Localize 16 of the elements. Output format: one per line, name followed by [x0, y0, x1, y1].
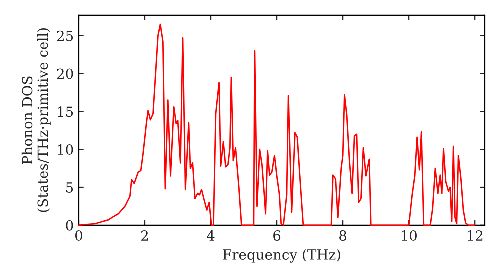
x-tick-label: 10 — [402, 230, 417, 242]
line-series — [78, 24, 476, 226]
x-tick-label: 4 — [207, 230, 215, 241]
y-axis-title: Phonon DOS (States/THz·primitive cell) — [22, 28, 51, 212]
x-tick-label: 0 — [75, 230, 82, 242]
x-tick-label: 6 — [274, 230, 281, 242]
y-tick-label: 10 — [58, 144, 74, 156]
x-tick-label: 8 — [340, 230, 347, 242]
x-axis-title: Frequency (THz) — [223, 249, 340, 263]
y-tick-label: 15 — [58, 106, 74, 118]
y-tick-label: 25 — [57, 30, 74, 42]
y-tick-label: 5 — [66, 182, 74, 193]
y-tick-label: 0 — [66, 220, 74, 231]
y-tick-label: 20 — [57, 68, 74, 80]
x-tick-label: 12 — [468, 230, 483, 241]
x-tick-label: 2 — [142, 230, 148, 241]
